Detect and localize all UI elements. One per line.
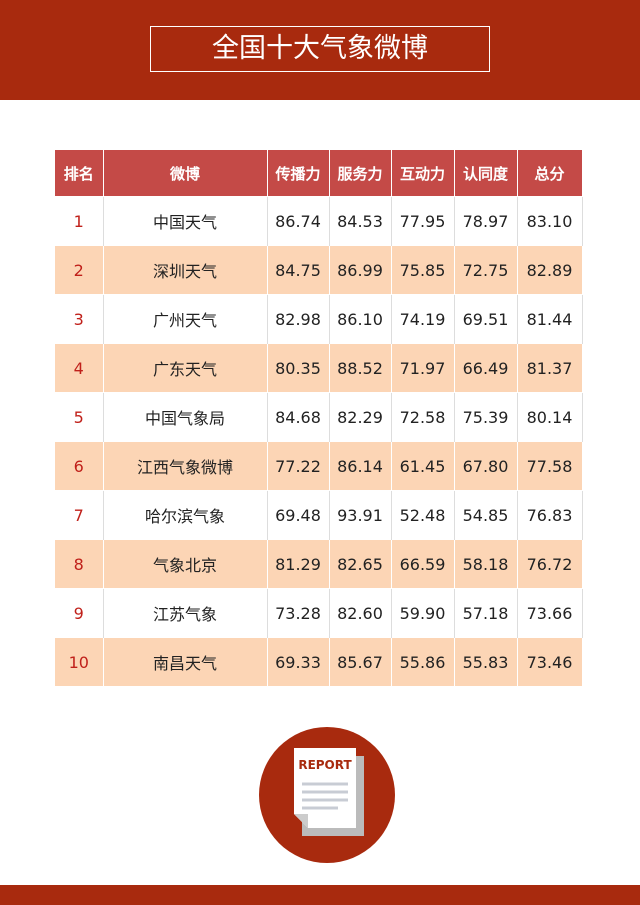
table-cell: 71.97 bbox=[391, 343, 455, 393]
table-cell: 58.18 bbox=[454, 539, 518, 589]
header-row: 排名 微博 传播力 服务力 互动力 认同度 总分 bbox=[55, 150, 583, 197]
table-cell: 中国天气 bbox=[103, 196, 268, 246]
table-cell: 75.85 bbox=[391, 245, 455, 295]
table-cell: 88.52 bbox=[329, 343, 392, 393]
table-cell: 83.10 bbox=[517, 196, 583, 246]
table-cell: 59.90 bbox=[391, 588, 455, 638]
column-header: 服务力 bbox=[329, 150, 392, 197]
rank-cell: 6 bbox=[55, 441, 104, 491]
report-icon: REPORT bbox=[259, 727, 395, 863]
table-cell: 80.35 bbox=[267, 343, 330, 393]
rank-cell: 9 bbox=[55, 588, 104, 638]
table-row: 8 气象北京 81.29 82.65 66.59 58.18 76.72 bbox=[55, 539, 583, 589]
table-cell: 84.53 bbox=[329, 196, 392, 246]
column-header: 排名 bbox=[55, 150, 104, 197]
table-cell: 93.91 bbox=[329, 490, 392, 540]
table-cell: 82.89 bbox=[517, 245, 583, 295]
table-cell: 72.75 bbox=[454, 245, 518, 295]
column-header: 认同度 bbox=[454, 150, 518, 197]
table-cell: 82.65 bbox=[329, 539, 392, 589]
rank-cell: 1 bbox=[55, 196, 104, 246]
table-cell: 广州天气 bbox=[103, 294, 268, 344]
table-row: 1 中国天气 86.74 84.53 77.95 78.97 83.10 bbox=[55, 196, 583, 246]
table-cell: 86.10 bbox=[329, 294, 392, 344]
table-cell: 57.18 bbox=[454, 588, 518, 638]
table-cell: 75.39 bbox=[454, 392, 518, 442]
table-cell: 江苏气象 bbox=[103, 588, 268, 638]
table-cell: 67.80 bbox=[454, 441, 518, 491]
table-cell: 82.29 bbox=[329, 392, 392, 442]
column-header: 总分 bbox=[517, 150, 583, 197]
table-row: 9 江苏气象 73.28 82.60 59.90 57.18 73.66 bbox=[55, 588, 583, 638]
table-cell: 哈尔滨气象 bbox=[103, 490, 268, 540]
rank-cell: 10 bbox=[55, 637, 104, 686]
rank-cell: 8 bbox=[55, 539, 104, 589]
column-header: 互动力 bbox=[391, 150, 455, 197]
table-row: 3 广州天气 82.98 86.10 74.19 69.51 81.44 bbox=[55, 294, 583, 344]
table-cell: 52.48 bbox=[391, 490, 455, 540]
table-cell: 86.14 bbox=[329, 441, 392, 491]
table-cell: 74.19 bbox=[391, 294, 455, 344]
table-cell: 78.97 bbox=[454, 196, 518, 246]
footer-band bbox=[0, 885, 640, 905]
table-cell: 86.99 bbox=[329, 245, 392, 295]
table-cell: 55.86 bbox=[391, 637, 455, 686]
table-cell: 66.59 bbox=[391, 539, 455, 589]
table-cell: 气象北京 bbox=[103, 539, 268, 589]
table-cell: 77.95 bbox=[391, 196, 455, 246]
table-cell: 中国气象局 bbox=[103, 392, 268, 442]
rank-cell: 4 bbox=[55, 343, 104, 393]
table-cell: 85.67 bbox=[329, 637, 392, 686]
table-cell: 82.60 bbox=[329, 588, 392, 638]
table-row: 2 深圳天气 84.75 86.99 75.85 72.75 82.89 bbox=[55, 245, 583, 295]
table-row: 5 中国气象局 84.68 82.29 72.58 75.39 80.14 bbox=[55, 392, 583, 442]
rank-cell: 7 bbox=[55, 490, 104, 540]
table-cell: 江西气象微博 bbox=[103, 441, 268, 491]
table-cell: 69.33 bbox=[267, 637, 330, 686]
table-cell: 72.58 bbox=[391, 392, 455, 442]
table-cell: 82.98 bbox=[267, 294, 330, 344]
table-cell: 73.28 bbox=[267, 588, 330, 638]
table-cell: 84.75 bbox=[267, 245, 330, 295]
rank-cell: 2 bbox=[55, 245, 104, 295]
table-cell: 69.51 bbox=[454, 294, 518, 344]
table-cell: 66.49 bbox=[454, 343, 518, 393]
table-cell: 81.29 bbox=[267, 539, 330, 589]
table-row: 4 广东天气 80.35 88.52 71.97 66.49 81.37 bbox=[55, 343, 583, 393]
title: 全国十大气象微博 bbox=[150, 26, 490, 72]
table-row: 6 江西气象微博 77.22 86.14 61.45 67.80 77.58 bbox=[55, 441, 583, 491]
table-cell: 61.45 bbox=[391, 441, 455, 491]
table-cell: 81.37 bbox=[517, 343, 583, 393]
table-row: 10 南昌天气 69.33 85.67 55.86 55.83 73.46 bbox=[55, 637, 583, 686]
table-cell: 80.14 bbox=[517, 392, 583, 442]
table-cell: 55.83 bbox=[454, 637, 518, 686]
header-band: 全国十大气象微博 bbox=[0, 0, 640, 100]
table-cell: 81.44 bbox=[517, 294, 583, 344]
table-cell: 73.66 bbox=[517, 588, 583, 638]
rank-cell: 3 bbox=[55, 294, 104, 344]
table-cell: 84.68 bbox=[267, 392, 330, 442]
table-cell: 69.48 bbox=[267, 490, 330, 540]
table-cell: 54.85 bbox=[454, 490, 518, 540]
table-cell: 76.72 bbox=[517, 539, 583, 589]
table-cell: 77.22 bbox=[267, 441, 330, 491]
table-cell: 77.58 bbox=[517, 441, 583, 491]
table-body: 1 中国天气 86.74 84.53 77.95 78.97 83.10 2 深圳天气 84.75… bbox=[55, 196, 583, 686]
column-header: 微博 bbox=[103, 150, 268, 197]
table-cell: 南昌天气 bbox=[103, 637, 268, 686]
rank-cell: 5 bbox=[55, 392, 104, 442]
table-row: 7 哈尔滨气象 69.48 93.91 52.48 54.85 76.83 bbox=[55, 490, 583, 540]
table-cell: 深圳天气 bbox=[103, 245, 268, 295]
ranking-table: 排名 微博 传播力 服务力 互动力 认同度 总分 1 中国天气 86.74 84.53 77.95 7… bbox=[55, 150, 583, 686]
icon-label: REPORT bbox=[298, 758, 352, 772]
table-cell: 76.83 bbox=[517, 490, 583, 540]
table-cell: 86.74 bbox=[267, 196, 330, 246]
table-cell: 广东天气 bbox=[103, 343, 268, 393]
table-cell: 73.46 bbox=[517, 637, 583, 686]
column-header: 传播力 bbox=[267, 150, 330, 197]
